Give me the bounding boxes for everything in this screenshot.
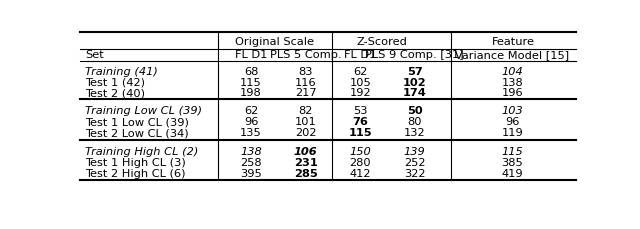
Text: 101: 101 <box>295 117 317 127</box>
Text: 119: 119 <box>502 128 524 138</box>
Text: FL D1: FL D1 <box>344 50 376 60</box>
Text: 96: 96 <box>244 117 259 127</box>
Text: Variance Model [15]: Variance Model [15] <box>456 50 570 60</box>
Text: 202: 202 <box>295 128 316 138</box>
Text: Test 1 High CL (3): Test 1 High CL (3) <box>85 157 186 167</box>
Text: 76: 76 <box>352 117 368 127</box>
Text: 62: 62 <box>244 106 259 116</box>
Text: 280: 280 <box>349 157 371 167</box>
Text: 231: 231 <box>294 157 317 167</box>
Text: Test 1 (42): Test 1 (42) <box>85 77 145 87</box>
Text: 104: 104 <box>502 66 524 76</box>
Text: 138: 138 <box>502 77 524 87</box>
Text: Training High CL (2): Training High CL (2) <box>85 146 198 156</box>
Text: 139: 139 <box>404 146 426 156</box>
Text: 196: 196 <box>502 88 524 98</box>
Text: 395: 395 <box>240 168 262 178</box>
Text: 138: 138 <box>240 146 262 156</box>
Text: 53: 53 <box>353 106 367 116</box>
Text: 106: 106 <box>294 146 317 156</box>
Text: 385: 385 <box>502 157 524 167</box>
Text: 83: 83 <box>298 66 313 76</box>
Text: 132: 132 <box>404 128 426 138</box>
Text: Test 2 (40): Test 2 (40) <box>85 88 145 98</box>
Text: 57: 57 <box>407 66 422 76</box>
Text: 258: 258 <box>240 157 262 167</box>
Text: Test 1 Low CL (39): Test 1 Low CL (39) <box>85 117 189 127</box>
Text: 80: 80 <box>408 117 422 127</box>
Text: 102: 102 <box>403 77 427 87</box>
Text: Test 2 Low CL (34): Test 2 Low CL (34) <box>85 128 189 138</box>
Text: 198: 198 <box>240 88 262 98</box>
Text: Feature: Feature <box>492 37 535 46</box>
Text: PLS 9 Comp. [31]: PLS 9 Comp. [31] <box>365 50 464 60</box>
Text: 252: 252 <box>404 157 426 167</box>
Text: 115: 115 <box>240 77 262 87</box>
Text: 150: 150 <box>349 146 371 156</box>
Text: 68: 68 <box>244 66 259 76</box>
Text: 82: 82 <box>298 106 313 116</box>
Text: 115: 115 <box>502 146 524 156</box>
Text: 116: 116 <box>295 77 317 87</box>
Text: 62: 62 <box>353 66 367 76</box>
Text: Training Low CL (39): Training Low CL (39) <box>85 106 202 116</box>
Text: 412: 412 <box>349 168 371 178</box>
Text: 174: 174 <box>403 88 427 98</box>
Text: 96: 96 <box>506 117 520 127</box>
Text: 192: 192 <box>349 88 371 98</box>
Text: Z-Scored: Z-Scored <box>356 37 407 46</box>
Text: Training (41): Training (41) <box>85 66 158 76</box>
Text: 115: 115 <box>348 128 372 138</box>
Text: 322: 322 <box>404 168 426 178</box>
Text: FL D1: FL D1 <box>235 50 268 60</box>
Text: Set: Set <box>85 50 104 60</box>
Text: 419: 419 <box>502 168 524 178</box>
Text: 103: 103 <box>502 106 524 116</box>
Text: 50: 50 <box>407 106 422 116</box>
Text: 105: 105 <box>349 77 371 87</box>
Text: 217: 217 <box>295 88 317 98</box>
Text: 135: 135 <box>240 128 262 138</box>
Text: Original Scale: Original Scale <box>236 37 314 46</box>
Text: PLS 5 Comp.: PLS 5 Comp. <box>270 50 342 60</box>
Text: Test 2 High CL (6): Test 2 High CL (6) <box>85 168 186 178</box>
Text: 285: 285 <box>294 168 317 178</box>
